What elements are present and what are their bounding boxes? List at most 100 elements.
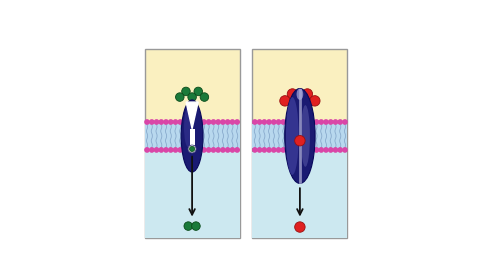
Circle shape [145, 148, 149, 152]
Circle shape [324, 148, 328, 152]
Circle shape [188, 93, 196, 101]
Circle shape [184, 222, 192, 230]
Circle shape [211, 148, 216, 152]
Circle shape [164, 148, 168, 152]
Polygon shape [186, 102, 198, 129]
Circle shape [280, 96, 290, 106]
Bar [252, 152, 348, 239]
Circle shape [226, 120, 230, 124]
Circle shape [202, 120, 206, 124]
Circle shape [155, 120, 159, 124]
Circle shape [176, 93, 184, 101]
Circle shape [235, 120, 240, 124]
Circle shape [178, 148, 182, 152]
Circle shape [333, 148, 337, 152]
Circle shape [230, 120, 235, 124]
Circle shape [150, 148, 154, 152]
Circle shape [197, 120, 202, 124]
Ellipse shape [301, 105, 310, 167]
Circle shape [329, 148, 333, 152]
Circle shape [300, 120, 304, 124]
Circle shape [286, 148, 290, 152]
Circle shape [329, 120, 333, 124]
Circle shape [150, 120, 154, 124]
Circle shape [305, 148, 309, 152]
Circle shape [295, 148, 300, 152]
Circle shape [183, 120, 187, 124]
Ellipse shape [286, 97, 299, 175]
Circle shape [155, 148, 159, 152]
Circle shape [192, 222, 200, 230]
Circle shape [324, 120, 328, 124]
Circle shape [290, 120, 295, 124]
Circle shape [295, 136, 305, 146]
Ellipse shape [297, 88, 303, 100]
Circle shape [206, 148, 211, 152]
Bar [144, 152, 240, 239]
Circle shape [262, 120, 266, 124]
Circle shape [295, 120, 300, 124]
Circle shape [188, 120, 192, 124]
Circle shape [257, 148, 262, 152]
Circle shape [226, 148, 230, 152]
Ellipse shape [181, 100, 203, 172]
Circle shape [145, 120, 149, 124]
Circle shape [343, 148, 347, 152]
Bar [252, 124, 348, 148]
Circle shape [333, 120, 337, 124]
Circle shape [310, 148, 314, 152]
Circle shape [178, 120, 182, 124]
Circle shape [343, 120, 347, 124]
Circle shape [216, 148, 220, 152]
Circle shape [319, 120, 324, 124]
Circle shape [281, 120, 286, 124]
Circle shape [314, 120, 319, 124]
Circle shape [295, 96, 305, 106]
Circle shape [221, 148, 225, 152]
Circle shape [235, 148, 240, 152]
Circle shape [319, 148, 324, 152]
Circle shape [302, 89, 312, 99]
Circle shape [164, 120, 168, 124]
Circle shape [310, 96, 320, 106]
Circle shape [183, 148, 187, 152]
Circle shape [159, 120, 163, 124]
Circle shape [262, 148, 266, 152]
Circle shape [287, 89, 298, 99]
Ellipse shape [184, 108, 192, 147]
Circle shape [305, 120, 309, 124]
Circle shape [295, 222, 305, 232]
Circle shape [267, 148, 271, 152]
Bar [144, 124, 240, 148]
Bar [144, 49, 240, 239]
Circle shape [182, 87, 190, 96]
Circle shape [272, 120, 276, 124]
Circle shape [188, 145, 196, 153]
Circle shape [211, 120, 216, 124]
Circle shape [190, 146, 195, 151]
Circle shape [314, 148, 319, 152]
Circle shape [192, 120, 197, 124]
Bar [190, 129, 194, 144]
Circle shape [252, 148, 257, 152]
Circle shape [202, 148, 206, 152]
Circle shape [200, 93, 209, 101]
Circle shape [281, 148, 286, 152]
Circle shape [338, 120, 342, 124]
Circle shape [168, 120, 173, 124]
Circle shape [194, 87, 203, 96]
Circle shape [173, 148, 178, 152]
Bar [252, 49, 348, 239]
Circle shape [252, 120, 257, 124]
Circle shape [276, 120, 281, 124]
Circle shape [290, 148, 295, 152]
Circle shape [192, 148, 197, 152]
Circle shape [338, 148, 342, 152]
Circle shape [216, 120, 220, 124]
Circle shape [188, 148, 192, 152]
Circle shape [257, 120, 262, 124]
Circle shape [173, 120, 178, 124]
Circle shape [168, 148, 173, 152]
Circle shape [206, 120, 211, 124]
Circle shape [267, 120, 271, 124]
